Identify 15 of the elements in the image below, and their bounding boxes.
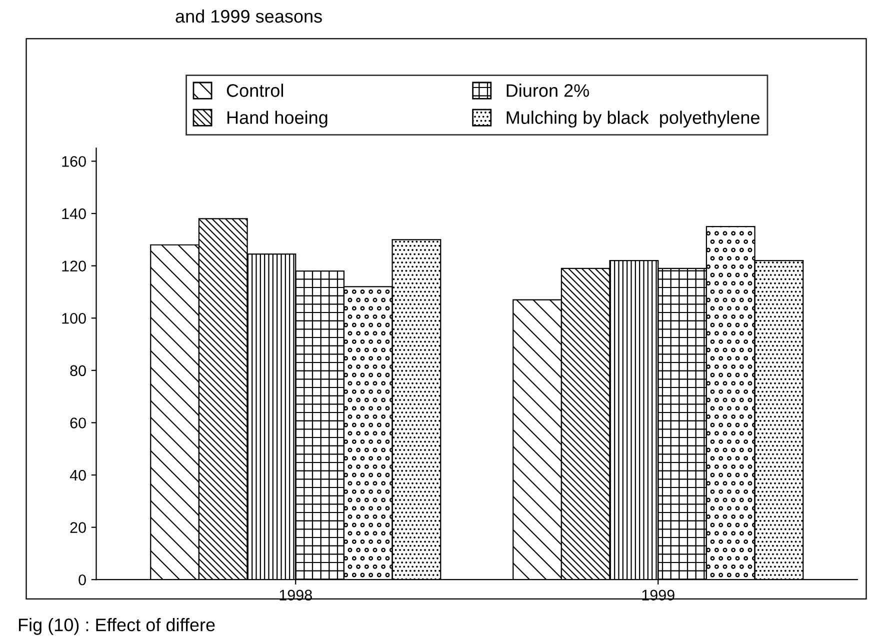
y-tick-label: 0 [78, 574, 86, 586]
legend-label: Hand hoeing [227, 110, 328, 128]
y-tick-label: 140 [62, 208, 86, 220]
y-tick-label: 160 [62, 156, 86, 167]
legend-label: Control [226, 84, 283, 97]
legend-label: Mulching by black polyethylene [506, 110, 760, 128]
y-tick-label: 40 [70, 470, 86, 481]
y-tick-label: 60 [70, 418, 86, 428]
chart-title: and 1999 seasons [176, 9, 322, 23]
text: Fig (10) : Effect of differe [18, 618, 215, 635]
legend-label: Diuron 2% [506, 84, 589, 97]
y-tick-label: 100 [62, 312, 86, 324]
y-tick-label: 20 [70, 522, 86, 533]
y-tick-label: 80 [70, 365, 86, 376]
y-tick-label: 120 [62, 260, 86, 272]
